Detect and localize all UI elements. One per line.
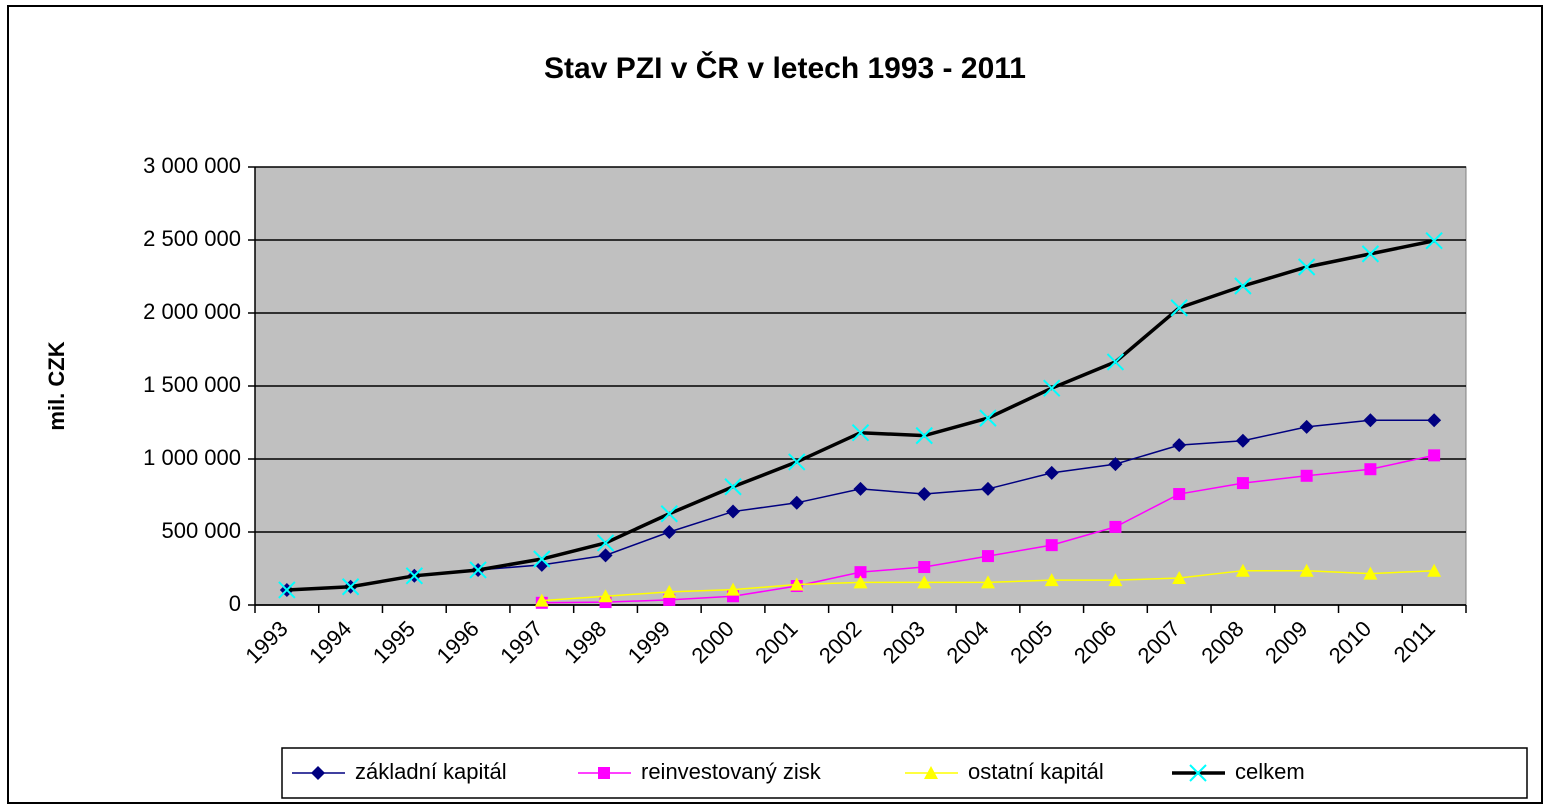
- marker: [726, 582, 741, 596]
- marker: [1427, 563, 1442, 577]
- legend-label: ostatní kapitál: [968, 759, 1104, 784]
- legend-label: celkem: [1235, 759, 1305, 784]
- marker: [1363, 566, 1378, 580]
- marker: [1044, 573, 1059, 587]
- y-tick-label: 3 000 000: [143, 153, 241, 178]
- marker: [853, 481, 868, 496]
- marker: [598, 767, 610, 779]
- marker: [1108, 457, 1123, 472]
- marker: [596, 534, 615, 552]
- marker: [1427, 413, 1442, 428]
- marker: [915, 426, 933, 445]
- y-tick-label: 2 500 000: [143, 226, 241, 251]
- marker: [980, 481, 995, 496]
- y-axis-label: mil. CZK: [44, 341, 69, 430]
- marker: [1172, 438, 1187, 453]
- marker: [1300, 469, 1313, 482]
- marker: [1363, 413, 1378, 428]
- marker: [278, 581, 296, 599]
- marker: [924, 766, 938, 779]
- marker: [1361, 245, 1380, 263]
- marker: [1299, 563, 1314, 577]
- marker: [1108, 573, 1123, 587]
- marker: [405, 567, 424, 585]
- legend-box: [281, 747, 1528, 799]
- marker: [1189, 764, 1207, 782]
- marker: [917, 487, 932, 502]
- marker: [1044, 465, 1059, 480]
- marker: [789, 577, 804, 591]
- legend-label: základní kapitál: [355, 759, 507, 784]
- y-tick-label: 500 000: [161, 518, 241, 543]
- marker: [1299, 419, 1314, 434]
- marker: [1106, 353, 1125, 371]
- marker: [726, 504, 741, 519]
- y-tick-label: 1 500 000: [143, 372, 241, 397]
- y-tick-label: 2 000 000: [143, 299, 241, 324]
- marker: [311, 766, 325, 780]
- legend-label: reinvestovaný zisk: [641, 759, 822, 784]
- marker: [1170, 299, 1188, 317]
- marker: [1236, 477, 1249, 490]
- marker: [979, 409, 997, 427]
- marker: [1297, 258, 1316, 276]
- marker: [1364, 463, 1377, 476]
- marker: [341, 578, 360, 596]
- marker: [1173, 488, 1186, 501]
- marker: [598, 548, 613, 563]
- marker: [1172, 570, 1187, 584]
- legend: základní kapitál reinvestovaný zisk ostatn…: [281, 747, 1528, 799]
- marker: [980, 575, 995, 589]
- marker: [534, 593, 549, 607]
- marker: [1425, 232, 1443, 250]
- marker: [1235, 433, 1250, 448]
- marker: [469, 561, 487, 579]
- chart-title: Stav PZI v ČR v letech 1993 - 2011: [544, 51, 1026, 85]
- marker: [788, 453, 806, 471]
- marker: [789, 495, 804, 510]
- marker: [662, 584, 677, 598]
- marker: [533, 550, 551, 568]
- marker: [1428, 449, 1441, 462]
- marker: [1234, 277, 1252, 295]
- y-tick-label: 1 000 000: [143, 445, 241, 470]
- marker: [598, 589, 613, 603]
- y-tick-label: 0: [229, 591, 241, 616]
- marker: [853, 575, 868, 589]
- marker: [1235, 563, 1250, 577]
- marker: [1109, 520, 1122, 533]
- marker: [662, 525, 677, 539]
- marker: [981, 550, 994, 563]
- marker: [917, 575, 932, 589]
- marker: [1043, 379, 1061, 397]
- marker: [851, 424, 870, 442]
- marker: [724, 478, 742, 496]
- marker: [854, 566, 867, 579]
- marker: [1045, 539, 1058, 552]
- marker: [660, 505, 678, 523]
- marker: [918, 561, 931, 574]
